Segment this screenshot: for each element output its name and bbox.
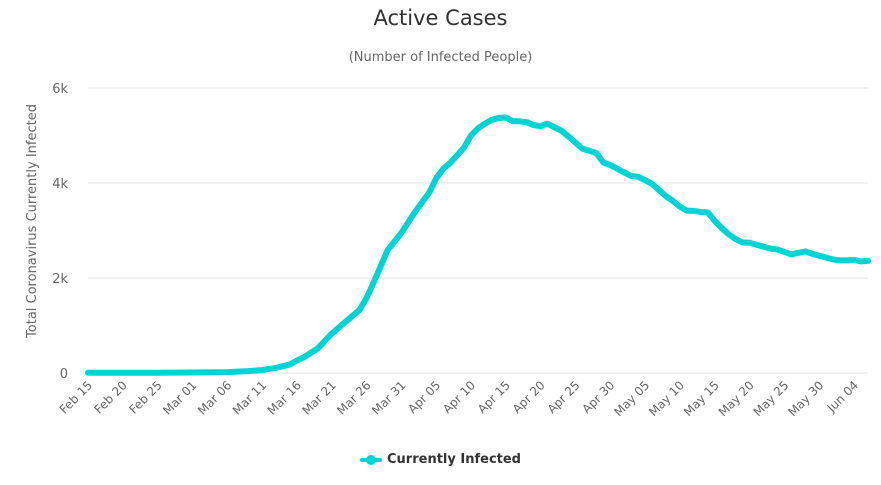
chart-subtitle: (Number of Infected People) <box>348 50 533 65</box>
x-tick-label: Apr 10 <box>440 378 478 416</box>
legend-label: Currently Infected <box>387 452 521 467</box>
x-tick-label: Feb 25 <box>126 378 164 416</box>
x-tick-label: Apr 20 <box>510 378 548 416</box>
x-tick-label: Apr 25 <box>545 378 583 416</box>
x-tick-label: Mar 31 <box>369 378 408 417</box>
x-tick-label: May 15 <box>681 378 722 419</box>
x-tick-label: May 25 <box>751 378 792 419</box>
x-tick-label: Mar 16 <box>265 378 304 417</box>
x-tick-label: May 30 <box>785 378 826 419</box>
x-tick-label: Apr 15 <box>475 378 513 416</box>
y-tick-label: 6k <box>52 82 68 97</box>
x-tick-label: Mar 06 <box>195 378 234 417</box>
x-tick-label: Feb 15 <box>57 378 95 416</box>
x-tick-label: Mar 21 <box>299 378 338 417</box>
y-tick-label: 4k <box>52 177 68 192</box>
chart-title: Active Cases <box>373 6 508 30</box>
y-axis-label: Total Coronavirus Currently Infected <box>25 104 40 339</box>
legend-line-icon <box>360 454 383 465</box>
series-line-currently-infected[interactable] <box>85 114 871 376</box>
x-tick-label: Apr 05 <box>405 378 443 416</box>
x-tick-label: Jun 04 <box>824 378 861 415</box>
x-tick-label: Mar 26 <box>334 378 373 417</box>
y-tick-label: 2k <box>52 272 68 287</box>
y-tick-label: 0 <box>60 367 68 382</box>
legend[interactable]: Currently Infected <box>0 452 881 467</box>
x-tick-label: May 10 <box>646 378 687 419</box>
x-tick-label: Mar 11 <box>230 378 269 417</box>
x-tick-label: Feb 20 <box>92 378 130 416</box>
x-tick-label: May 20 <box>716 378 757 419</box>
x-tick-label: May 05 <box>611 378 652 419</box>
x-tick-label: Mar 01 <box>160 378 199 417</box>
